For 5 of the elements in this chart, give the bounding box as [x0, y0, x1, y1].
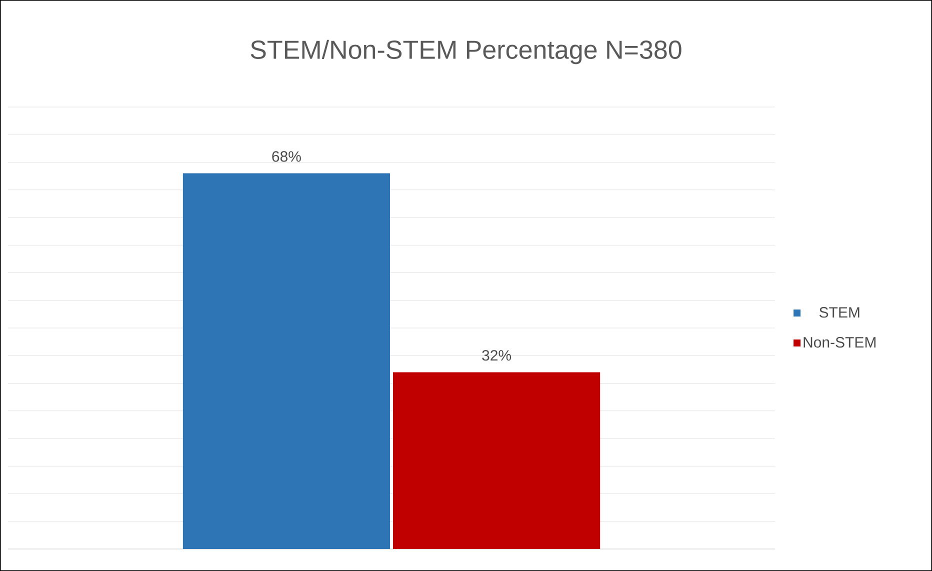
chart-title: STEM/Non-STEM Percentage N=380	[250, 40, 682, 64]
legend-label: STEM	[819, 307, 860, 318]
data-label: 32%	[482, 350, 512, 361]
legend-label: Non-STEM	[804, 336, 876, 348]
data-label: 68%	[272, 151, 301, 162]
